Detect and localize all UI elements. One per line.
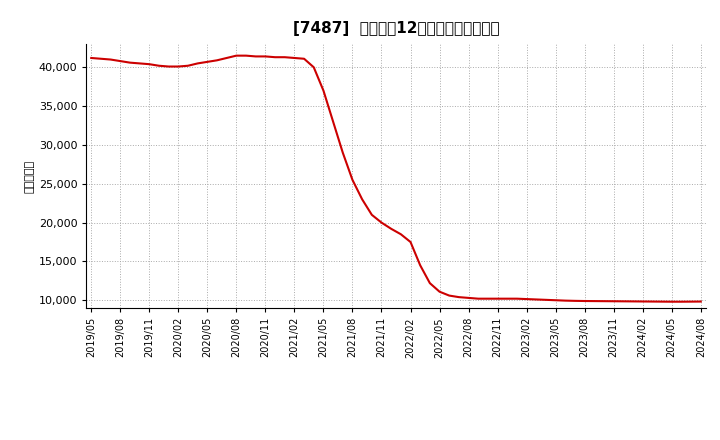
Y-axis label: （百万円）: （百万円） bbox=[24, 159, 35, 193]
Title: [7487]  売上高の12か月移動合計の推移: [7487] 売上高の12か月移動合計の推移 bbox=[293, 21, 499, 36]
